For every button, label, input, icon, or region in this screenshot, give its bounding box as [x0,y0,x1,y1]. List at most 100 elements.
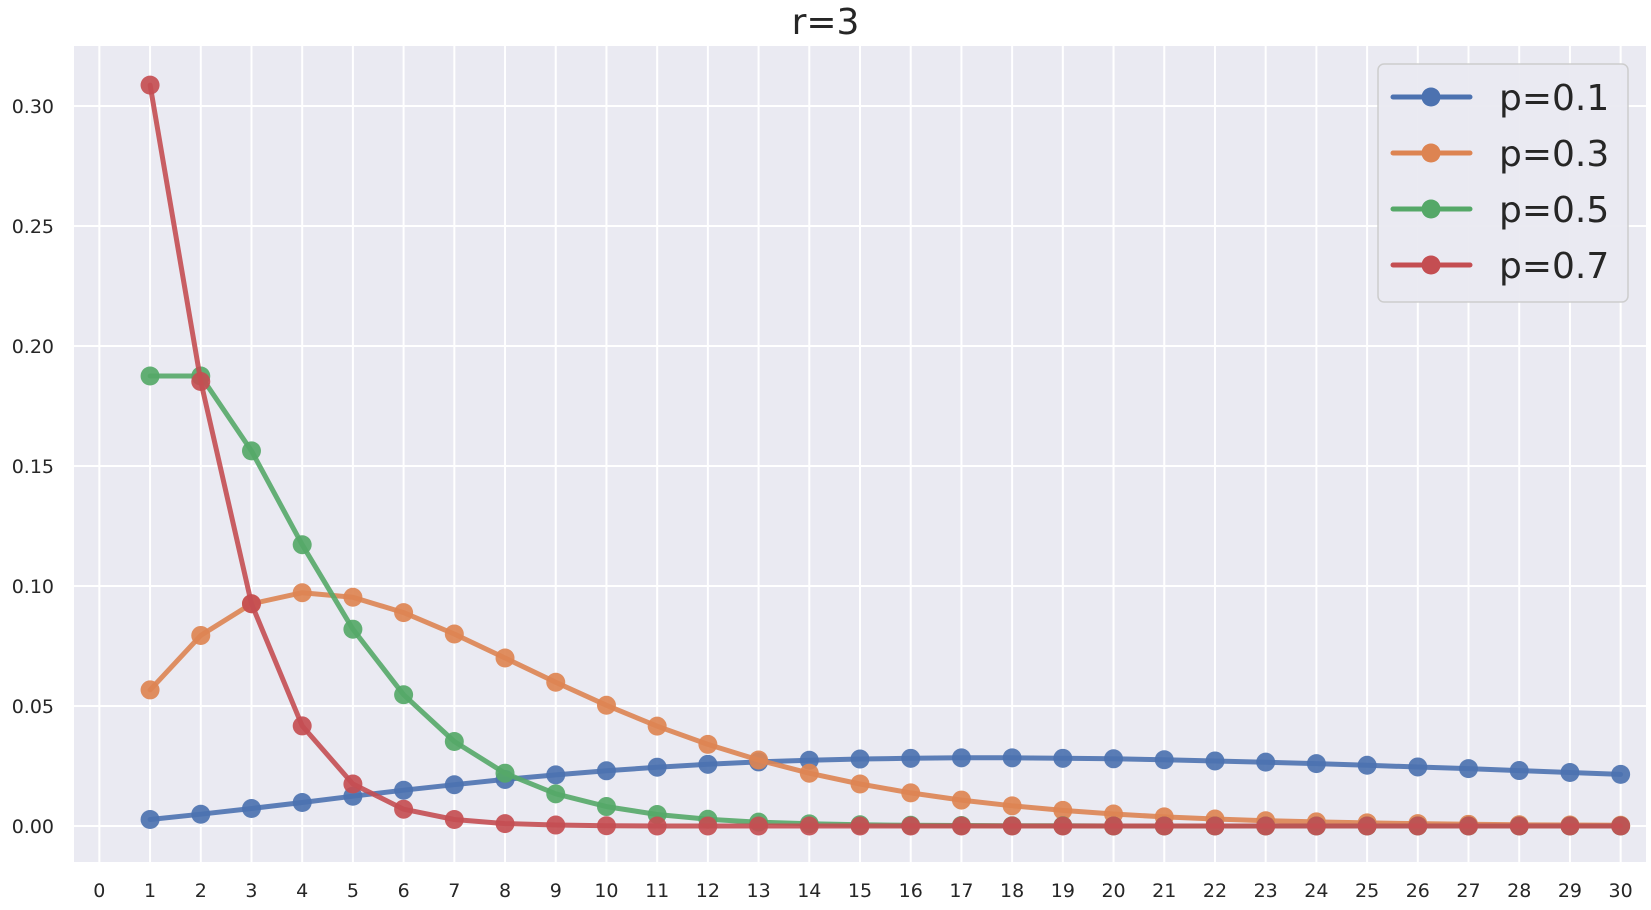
x-tick-label: 4 [296,880,308,902]
data-point [546,784,566,804]
x-tick-label: 11 [645,880,669,902]
data-point [140,75,160,95]
data-point [951,816,971,836]
data-point [394,685,414,705]
chart-title: r=3 [791,2,860,43]
data-point [343,619,363,639]
x-tick-label: 15 [848,880,872,902]
data-point [1509,761,1529,781]
x-tick-label: 21 [1152,880,1176,902]
x-tick-label: 16 [899,880,923,902]
data-point [1357,816,1377,836]
data-point [1053,800,1073,820]
data-point [1154,750,1174,770]
x-tick-label: 13 [746,880,770,902]
data-point [596,695,616,715]
data-point [1256,752,1276,772]
x-tick-label: 0 [93,880,105,902]
data-point [1560,762,1580,782]
data-point [698,734,718,754]
data-point [1002,748,1022,768]
x-tick-label: 25 [1355,880,1379,902]
x-tick-label: 7 [448,880,460,902]
data-point [901,816,921,836]
data-point [292,716,312,736]
legend-label: p=0.1 [1499,78,1609,119]
legend-label: p=0.7 [1499,246,1609,287]
data-point [1104,816,1124,836]
data-point [292,583,312,603]
data-point [647,757,667,777]
x-tick-label: 23 [1254,880,1278,902]
data-point [647,816,667,836]
data-point [394,603,414,623]
legend-marker [1421,255,1441,275]
data-point [241,441,261,461]
x-tick-label: 18 [1000,880,1024,902]
data-point [1459,759,1479,779]
legend-label: p=0.5 [1499,190,1609,231]
x-tick-label: 30 [1609,880,1633,902]
data-point [799,816,819,836]
data-point [698,754,718,774]
data-point [1611,764,1631,784]
x-tick-label: 20 [1101,880,1125,902]
data-point [596,797,616,817]
x-tick-label: 27 [1456,880,1480,902]
data-point [495,814,515,834]
data-point [1611,816,1631,836]
data-point [596,816,616,836]
legend-marker [1421,199,1441,219]
data-point [1459,816,1479,836]
data-point [850,816,870,836]
x-tick-label: 10 [594,880,618,902]
data-point [901,783,921,803]
data-point [140,810,160,830]
data-point [343,587,363,607]
series-p=0.1 [140,748,1631,830]
x-tick-label: 3 [245,880,257,902]
data-point [1154,816,1174,836]
data-point [444,810,464,830]
data-point [1256,816,1276,836]
data-point [191,625,211,645]
data-point [191,372,211,392]
data-point [241,594,261,614]
y-tick-label: 0.30 [12,96,54,118]
data-point [698,816,718,836]
data-point [1357,755,1377,775]
legend-marker [1421,143,1441,163]
data-point [191,804,211,824]
data-point [1205,816,1225,836]
x-tick-label: 28 [1507,880,1531,902]
data-point [343,774,363,794]
x-tick-label: 17 [949,880,973,902]
y-tick-label: 0.05 [12,696,54,718]
x-tick-label: 6 [398,880,410,902]
data-point [495,763,515,783]
x-tick-label: 2 [195,880,207,902]
data-point [749,816,769,836]
data-point [444,624,464,644]
data-point [1509,816,1529,836]
data-point [1205,751,1225,771]
y-tick-label: 0.25 [12,216,54,238]
data-point [495,648,515,668]
series-p=0.7 [140,75,1631,836]
x-tick-label: 24 [1304,880,1328,902]
data-point [1306,754,1326,774]
x-tick-label: 5 [347,880,359,902]
y-tick-label: 0.00 [12,816,54,838]
data-point [546,765,566,785]
x-tick-label: 12 [696,880,720,902]
data-point [850,774,870,794]
data-point [394,780,414,800]
x-tick-label: 8 [499,880,511,902]
data-point [749,750,769,770]
data-point [596,761,616,781]
data-point [951,748,971,768]
data-point [799,763,819,783]
data-point [1104,749,1124,769]
data-point [647,716,667,736]
